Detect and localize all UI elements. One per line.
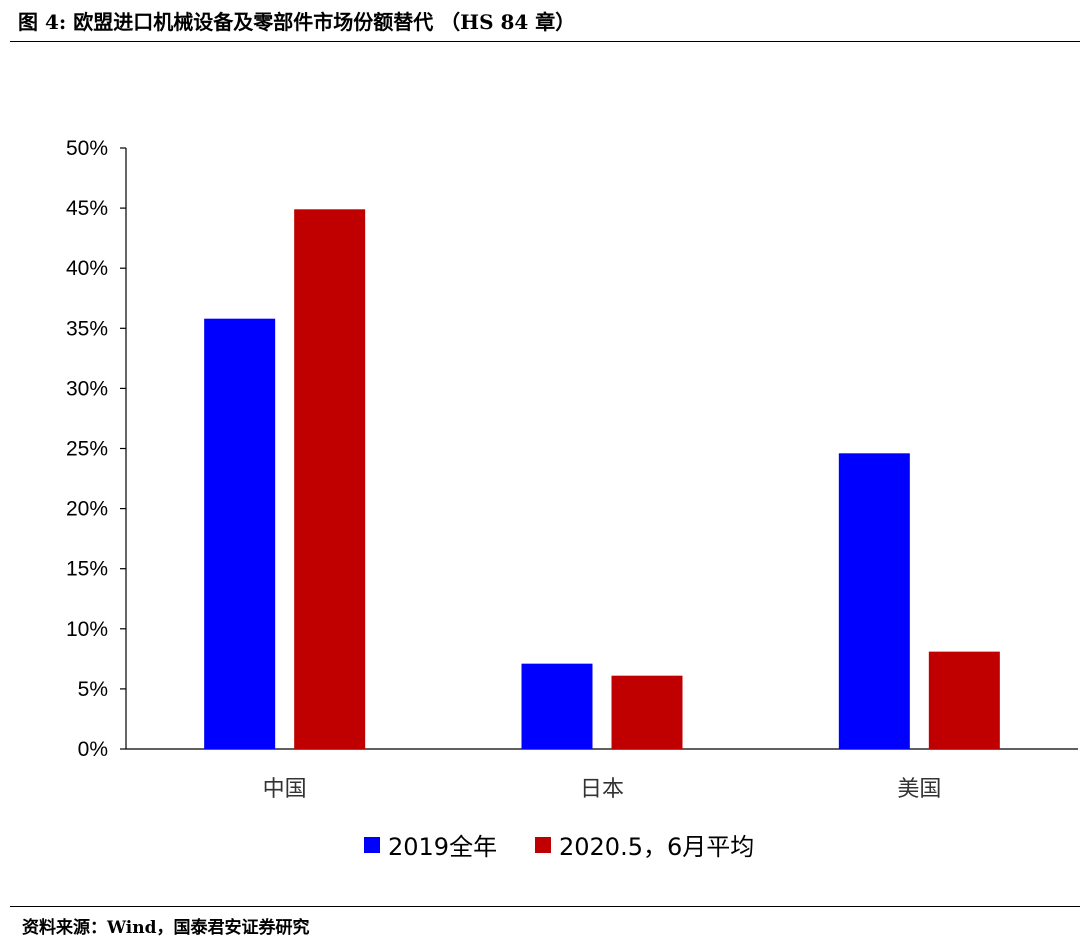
x-category-label: 日本	[580, 777, 624, 802]
legend-label: 2019全年	[388, 833, 497, 861]
y-tick-label: 30%	[66, 377, 108, 400]
bar-series1	[838, 453, 910, 749]
y-tick-label: 50%	[66, 137, 108, 160]
legend-swatch	[535, 837, 551, 853]
y-tick-label: 35%	[66, 317, 108, 340]
y-tick-label: 20%	[66, 498, 108, 521]
y-tick-label: 25%	[66, 438, 108, 461]
y-tick-label: 5%	[78, 678, 108, 701]
footer-divider	[10, 906, 1080, 907]
chart-title: 图 4: 欧盟进口机械设备及零部件市场份额替代 （HS 84 章）	[18, 10, 576, 34]
x-category-label: 中国	[263, 777, 307, 802]
bars	[204, 209, 1000, 749]
legend-swatch	[364, 837, 380, 853]
title-divider	[10, 41, 1080, 42]
y-tick-label: 0%	[78, 738, 108, 761]
legend: 2019全年 2020.5，6月平均	[364, 833, 754, 861]
y-tick-label: 45%	[66, 197, 108, 220]
y-axis: 0% 5% 10% 15% 20% 25% 30% 35% 40% 45% 50%	[66, 137, 127, 761]
legend-label: 2020.5，6月平均	[559, 833, 754, 861]
x-category-label: 美国	[897, 777, 941, 802]
y-tick-label: 10%	[66, 618, 108, 641]
bar-chart: 0% 5% 10% 15% 20% 25% 30% 35% 40% 45% 50% 中国 日本 美国 2…	[66, 137, 1078, 861]
y-tick-label: 15%	[66, 558, 108, 581]
x-axis: 中国 日本 美国	[126, 748, 1078, 802]
bar-series2	[928, 651, 1000, 749]
bar-series2	[611, 675, 683, 749]
bar-series2	[294, 209, 366, 749]
bar-series1	[521, 663, 593, 749]
bar-series1	[204, 318, 276, 749]
y-tick-label: 40%	[66, 257, 108, 280]
source-note: 资料来源：Wind，国泰君安证券研究	[22, 918, 310, 938]
